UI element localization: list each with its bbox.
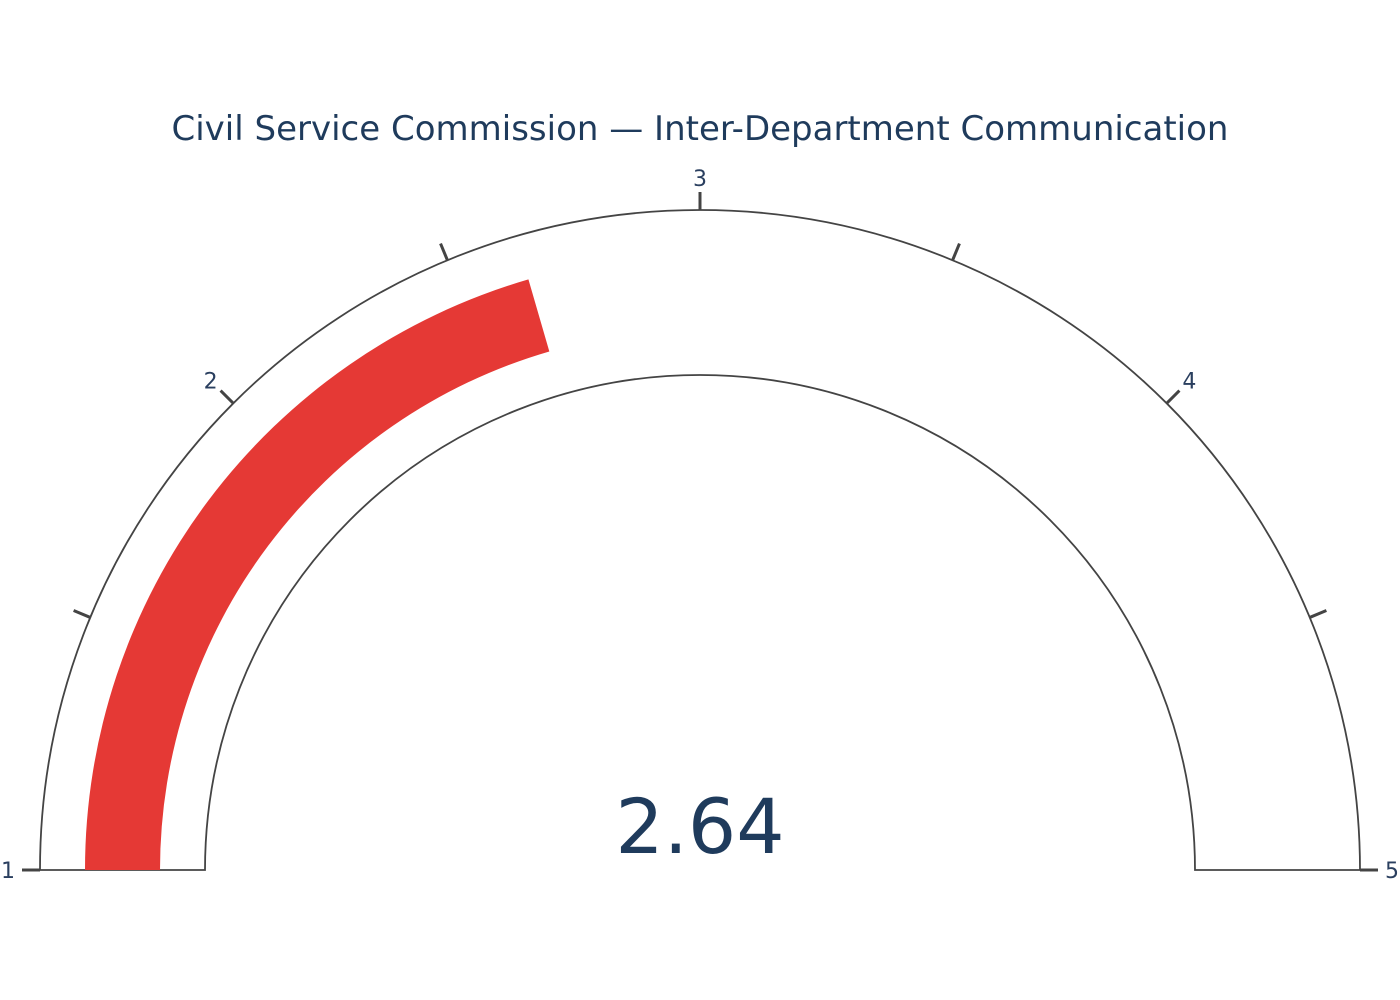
gauge-tick-3-5 — [951, 243, 961, 261]
gauge-tick-2-5 — [439, 243, 449, 261]
chart-title: Civil Service Commission — Inter-Departm… — [172, 109, 1229, 149]
gauge-tick-4-5 — [1309, 609, 1327, 619]
gauge-outline — [39, 209, 1361, 871]
gauge-value-bar — [85, 279, 550, 870]
gauge-tick-labels: 1 2 3 4 5 — [1, 167, 1399, 884]
gauge-tick-label: 5 — [1385, 859, 1399, 884]
gauge-value-text: 2.64 — [615, 782, 784, 871]
gauge-tick-2 — [219, 389, 235, 405]
gauge-tick-1-5 — [73, 609, 91, 619]
gauge-tick-label: 3 — [693, 167, 707, 192]
gauge-tick-4 — [1165, 389, 1181, 405]
gauge-tick-label: 1 — [1, 859, 15, 884]
gauge-tick-label: 4 — [1182, 370, 1196, 395]
gauge-tick-label: 2 — [204, 370, 218, 395]
gauge-ticks — [22, 192, 1378, 872]
